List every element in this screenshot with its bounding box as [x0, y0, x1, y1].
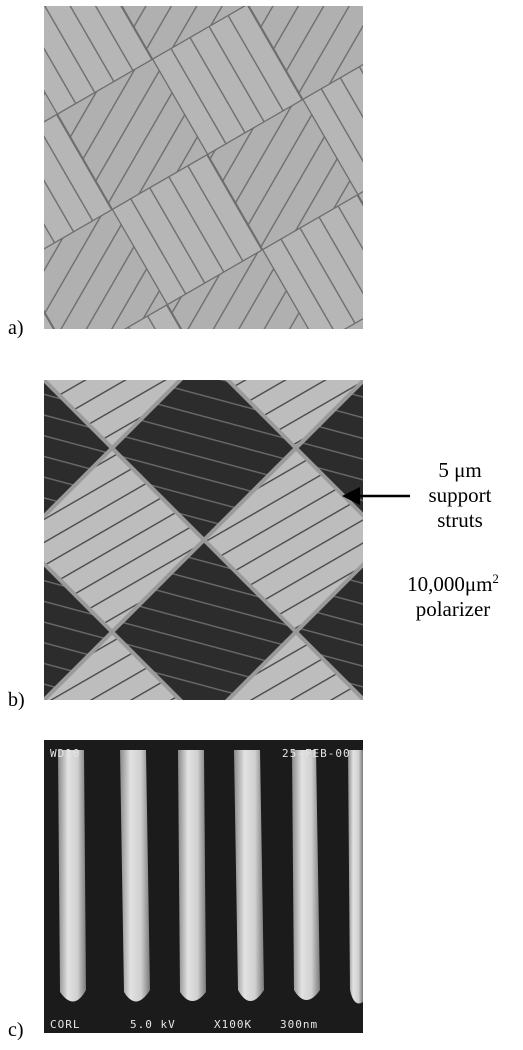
support-size-text: 5 μm	[438, 458, 482, 482]
panel-c-image: WD10 25-FEB-00 CORL 5.0 kV X100K 300nm	[44, 740, 363, 1033]
sem-wd-text: WD10	[50, 747, 81, 760]
polarizer-area-text: 10,000μm2	[388, 566, 518, 597]
sem-voltage-text: 5.0 kV	[130, 1018, 176, 1031]
sem-scale-text: 300nm	[280, 1018, 318, 1031]
polarizer-area-unit: μm	[464, 572, 493, 596]
panel-a-image	[44, 6, 363, 329]
panel-a-label: a)	[8, 317, 24, 339]
sem-source-text: CORL	[50, 1018, 81, 1031]
panel-b-image	[44, 380, 363, 700]
polarizer-area-value: 10,000	[407, 572, 465, 596]
sem-date-text: 25-FEB-00	[282, 747, 351, 760]
support-struts-annotation: 5 μm support struts	[410, 458, 510, 533]
struts-text: struts	[437, 508, 483, 532]
panel-c-label: c)	[8, 1019, 24, 1041]
sem-magnification-text: X100K	[214, 1018, 252, 1031]
polarizer-area-annotation: 10,000μm2 polarizer	[388, 566, 518, 622]
support-text: support	[428, 483, 492, 507]
polarizer-label: polarizer	[415, 597, 491, 621]
arrow-left-icon	[342, 487, 410, 505]
polarizer-area-exponent: 2	[492, 571, 499, 586]
panel-b-label: b)	[8, 689, 25, 711]
